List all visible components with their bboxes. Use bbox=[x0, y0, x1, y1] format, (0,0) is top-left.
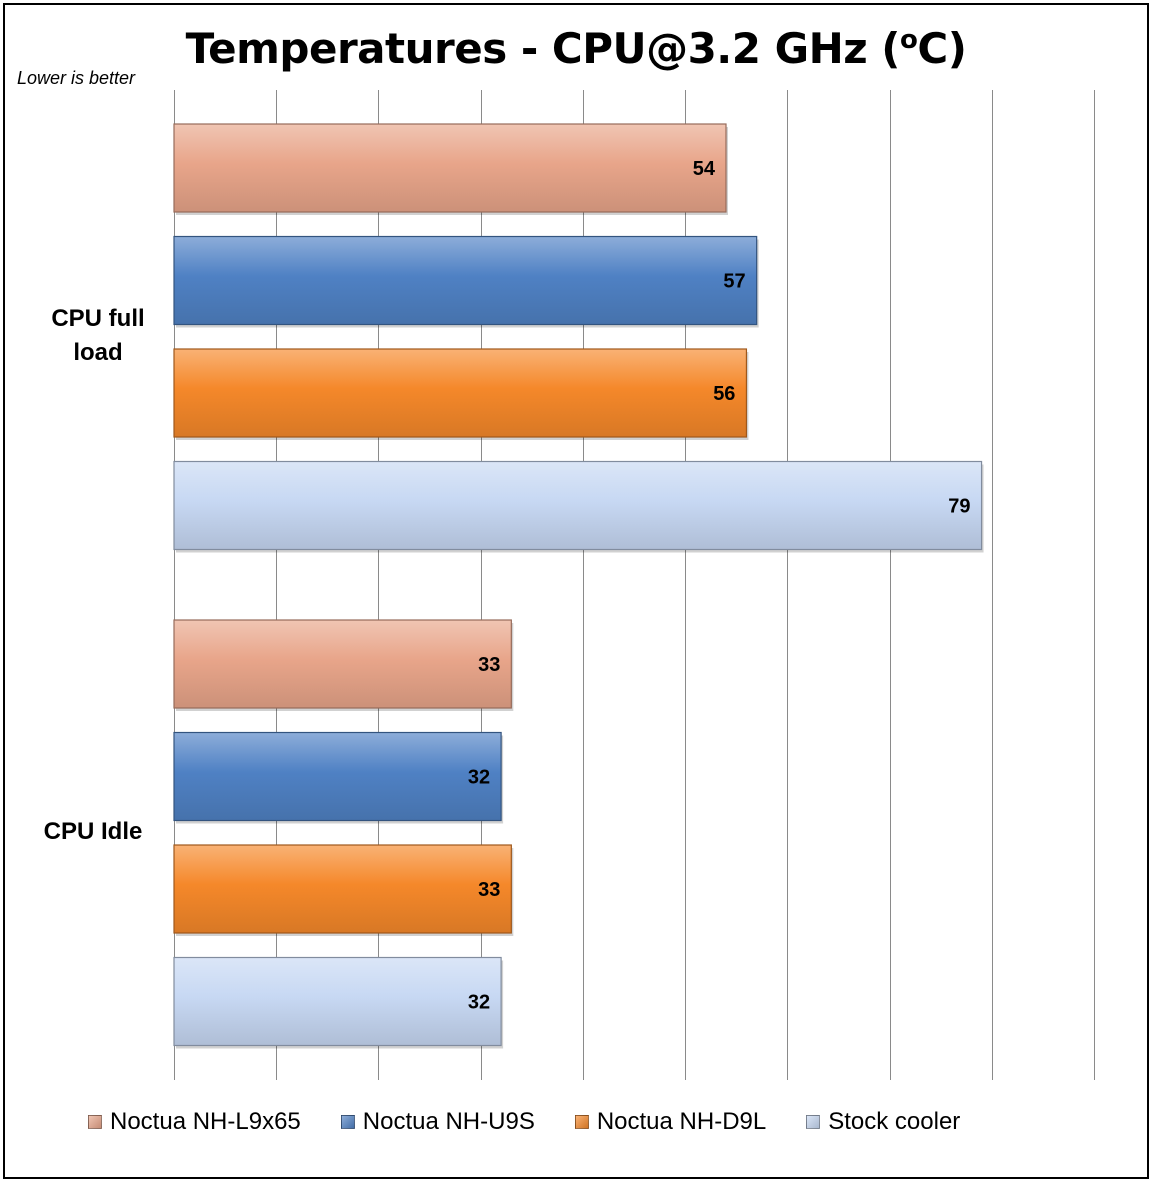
data-label: 32 bbox=[468, 992, 490, 1014]
chart-note: Lower is better bbox=[17, 68, 136, 88]
legend-swatch bbox=[574, 1115, 589, 1129]
data-label: 33 bbox=[478, 654, 500, 676]
category-label-full-load: CPU full load bbox=[51, 305, 145, 366]
legend-label: Noctua NH-U9S bbox=[362, 1108, 535, 1135]
chart-title: Temperatures - CPU@3.2 GHz (oC) bbox=[185, 24, 967, 73]
legend-label: Stock cooler bbox=[828, 1108, 961, 1135]
legend-swatch bbox=[806, 1115, 821, 1129]
legend: Noctua NH-L9x65 Noctua NH-U9S Noctua NH-D9… bbox=[88, 1108, 1000, 1136]
legend-swatch bbox=[340, 1115, 355, 1129]
data-label: 79 bbox=[948, 496, 970, 518]
bar-0-2 bbox=[173, 348, 748, 438]
data-label: 54 bbox=[693, 158, 716, 180]
bar-1-0 bbox=[173, 619, 512, 709]
legend-item: Noctua NH-U9S bbox=[340, 1108, 535, 1136]
data-label: 33 bbox=[478, 879, 500, 901]
legend-label: Noctua NH-D9L bbox=[596, 1108, 767, 1135]
legend-item: Noctua NH-D9L bbox=[574, 1108, 767, 1136]
category-label-idle: CPU Idle bbox=[43, 818, 143, 845]
bar-1-1 bbox=[173, 731, 502, 822]
legend-item: Stock cooler bbox=[806, 1108, 960, 1136]
legend-item: Noctua NH-L9x65 bbox=[88, 1108, 301, 1136]
data-label: 56 bbox=[713, 383, 735, 405]
bar-0-3 bbox=[173, 460, 983, 551]
legend-label: Noctua NH-L9x65 bbox=[110, 1108, 301, 1135]
data-label: 32 bbox=[468, 767, 490, 789]
bar-0-0 bbox=[173, 123, 727, 213]
data-label: 57 bbox=[723, 271, 745, 293]
bar-1-3 bbox=[173, 956, 502, 1047]
legend-swatch bbox=[88, 1115, 102, 1129]
bar-1-2 bbox=[173, 844, 512, 934]
bar-0-1 bbox=[173, 235, 758, 326]
